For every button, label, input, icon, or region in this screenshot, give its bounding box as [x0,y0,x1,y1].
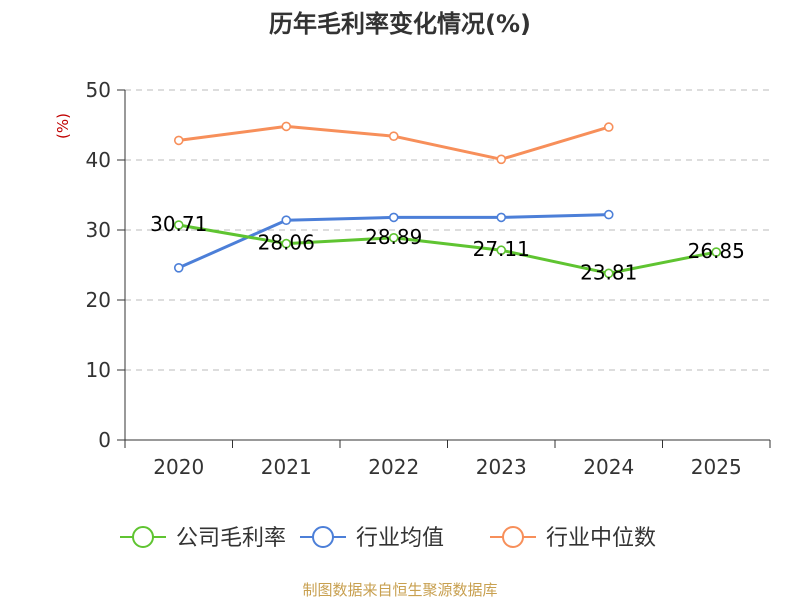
y-tick-label: 50 [86,78,111,102]
y-tick-label: 10 [86,358,111,382]
legend-item-2: 行业中位数 [490,526,656,551]
series-point-0 [281,238,292,249]
legend-item-0: 公司毛利率 [120,526,286,551]
series-point-0 [173,220,184,230]
source-note: 制图数据来自恒生聚源数据库 [302,581,497,599]
x-tick-label: 2025 [691,455,742,479]
x-tick-label: 2024 [583,455,634,479]
y-tick-label: 30 [86,218,111,242]
series-point-0 [388,232,399,243]
data-label: 27.11 [473,237,530,261]
series-point-2 [496,154,507,165]
x-tick-label: 2020 [153,455,204,479]
series-point-1 [388,212,399,223]
legend: 公司毛利率 行业均值 行业中位数 [120,526,656,551]
data-label: 30.71 [150,212,207,236]
x-tick-label: 2022 [368,455,419,479]
series-point-2 [173,135,184,146]
series-line-0 [178,223,717,275]
legend-marker [312,526,334,548]
data-label: 28.89 [365,225,422,249]
data-label: 23.81 [580,260,637,284]
y-tick-label: 20 [86,288,111,312]
legend-marker [132,526,154,548]
series-point-1 [496,212,507,223]
data-label: 28.06 [258,231,315,255]
data-label: 26.85 [688,239,745,263]
series-point-1 [603,209,614,220]
series-point-2 [603,122,614,132]
series-point-0 [496,245,507,256]
series-point-2 [281,121,292,132]
series-point-0 [603,268,614,279]
axes: 0 10 20 30 40 50 2020 2021 2022 2023 2024 2025 [86,78,771,479]
series-point-1 [281,215,292,225]
series-line-2 [178,124,610,161]
data-labels: 30.71 28.06 28.89 27.11 23.81 26.85 [150,212,745,284]
x-tick-label: 2021 [261,455,312,479]
legend-item-1: 行业均值 [300,526,444,551]
legend-label: 行业均值 [356,526,444,551]
chart-title: 历年毛利率变化情况(%) [269,10,531,38]
series-point-2 [388,131,399,141]
y-axis-unit: (%) [54,113,72,139]
series-point-1 [173,262,184,273]
gridlines [125,89,770,371]
legend-marker [502,526,524,548]
x-tick-label: 2023 [476,455,527,479]
series-point-0 [711,247,722,257]
y-tick-label: 0 [98,428,111,452]
y-tick-label: 40 [86,148,111,172]
legend-label: 行业中位数 [546,526,656,551]
series-lines [173,121,722,279]
legend-label: 公司毛利率 [176,526,286,551]
